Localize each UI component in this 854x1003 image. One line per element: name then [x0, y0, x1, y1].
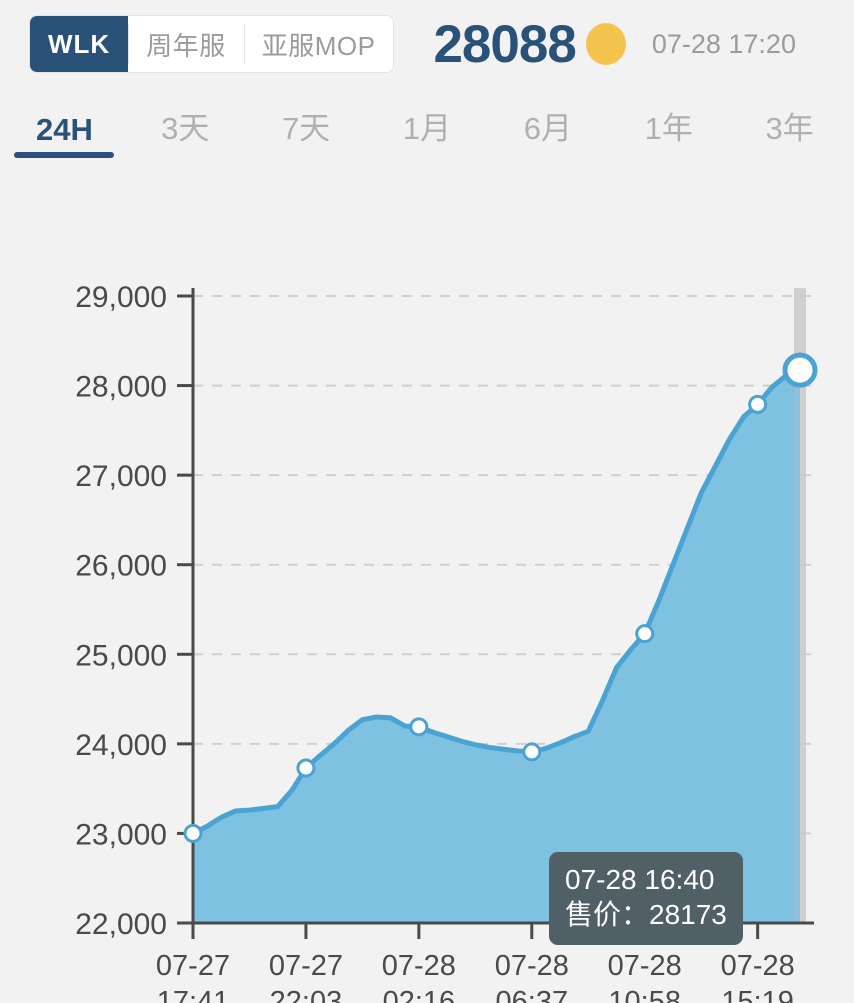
range-tab-1m[interactable]: 1月	[367, 88, 488, 158]
server-tab-asia-mop[interactable]: 亚服MOP	[243, 16, 394, 72]
range-tab-24h[interactable]: 24H	[4, 88, 125, 158]
x-axis-label-date: 07-27	[269, 950, 343, 982]
x-axis-label-time: 06:37	[496, 986, 569, 1003]
current-price-value: 28088	[433, 14, 576, 74]
x-axis-label-date: 07-28	[608, 950, 682, 982]
range-tab-3y[interactable]: 3年	[729, 88, 850, 158]
x-axis-label-time: 22:03	[270, 986, 343, 1003]
range-tab-7d[interactable]: 7天	[246, 88, 367, 158]
current-price-block: 28088	[433, 14, 626, 74]
x-axis-label-time: 10:58	[608, 986, 681, 1003]
x-axis-label-time: 17:41	[157, 986, 230, 1003]
y-axis-label: 27,000	[75, 460, 167, 493]
data-point-marker[interactable]	[296, 758, 316, 778]
x-axis-label-date: 07-27	[156, 950, 230, 982]
y-axis-label: 29,000	[75, 281, 167, 314]
x-axis-label-date: 07-28	[495, 950, 569, 982]
chart-area-fill-overlay	[193, 370, 800, 923]
y-axis-label: 24,000	[75, 729, 167, 762]
server-segmented-control[interactable]: WLK 周年服 亚服MOP	[30, 16, 394, 72]
price-area-chart[interactable]: 22,000 23,000 24,000 25,000 26,000 27,000 28,0…	[0, 158, 854, 1003]
x-axis-label-time: 02:16	[383, 986, 456, 1003]
x-axis-label-date: 07-28	[721, 950, 795, 982]
server-tab-wlk[interactable]: WLK	[30, 16, 129, 72]
header-bar: WLK 周年服 亚服MOP 28088 07-28 17:20	[0, 0, 854, 88]
y-axis-label: 25,000	[75, 639, 167, 672]
range-tab-6m[interactable]: 6月	[487, 88, 608, 158]
last-updated-timestamp: 07-28 17:20	[651, 28, 796, 59]
range-tab-3d[interactable]: 3天	[125, 88, 246, 158]
data-point-marker[interactable]	[522, 742, 542, 762]
price-chart-container[interactable]: 22,000 23,000 24,000 25,000 26,000 27,000 28,0…	[0, 158, 854, 1003]
data-point-marker[interactable]	[748, 394, 768, 414]
y-axis-label: 23,000	[75, 818, 167, 851]
data-point-marker[interactable]	[183, 823, 203, 843]
x-axis-label-time: 15:19	[721, 986, 794, 1003]
data-point-marker[interactable]	[635, 624, 655, 644]
y-axis-label: 22,000	[75, 908, 167, 941]
highlighted-data-point[interactable]	[782, 352, 818, 388]
server-tab-anniversary[interactable]: 周年服	[128, 16, 244, 72]
data-point-marker[interactable]	[409, 717, 429, 737]
chart-line	[190, 367, 803, 836]
x-axis-label-date: 07-28	[382, 950, 456, 982]
range-tab-1y[interactable]: 1年	[608, 88, 729, 158]
y-axis-label: 26,000	[75, 550, 167, 583]
gold-coin-icon	[585, 23, 626, 65]
y-axis-label: 28,000	[75, 371, 167, 404]
time-range-tabbar[interactable]: 24H 3天 7天 1月 6月 1年 3年	[0, 88, 854, 158]
